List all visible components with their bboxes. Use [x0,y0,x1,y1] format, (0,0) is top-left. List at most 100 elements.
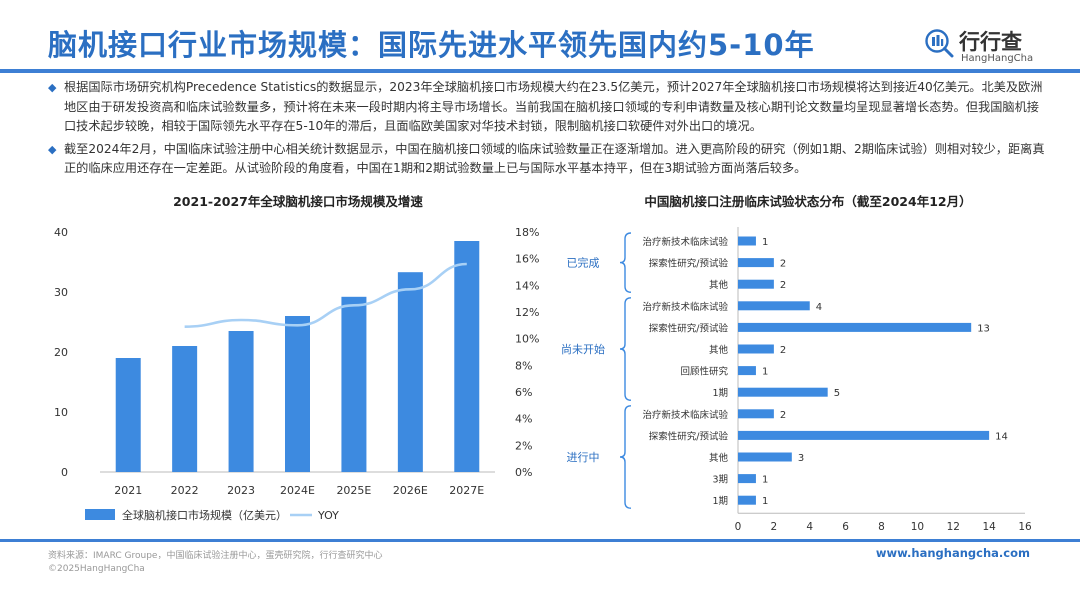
bar [397,272,423,472]
x-tick-label: 14 [982,521,996,533]
x-tick-label: 4 [806,521,813,533]
bullet-paragraph: ◆ 根据国际市场研究机构Precedence Statistics的数据显示，2… [48,78,1048,137]
diamond-bullet-icon: ◆ [48,142,57,156]
category-label: 其他 [709,452,729,464]
data-label: 3 [798,453,804,464]
clinical-trial-chart: 中国脑机接口注册临床试验状态分布（截至2024年12月）0 2 4 6 8 10 12 14 1… [561,194,1032,533]
group-label: 进行中 [567,451,600,464]
data-label: 1 [762,496,768,507]
x-tick-label: 2024E [280,484,315,497]
y-right-tick-label: 4% [515,413,532,426]
y-right-tick-label: 16% [515,253,539,266]
bar [738,322,972,332]
chart-title: 2021-2027年全球脑机接口市场规模及增速 [173,194,423,209]
logo-subtext: HangHangCha [961,53,1034,64]
x-tick-label: 8 [878,521,885,533]
category-label: 治疗新技术临床试验 [642,409,728,421]
x-tick-label: 2021 [114,484,142,497]
bar [738,279,774,289]
bar [454,241,480,472]
y-left-tick-label: 10 [54,406,68,419]
bar [738,301,810,311]
bar [738,387,828,397]
summary-text: ◆ 根据国际市场研究机构Precedence Statistics的数据显示，2… [48,78,1048,182]
category-label: 其他 [709,344,729,356]
legend-bar-label: 全球脑机接口市场规模（亿美元） [122,508,287,522]
category-label: 探索性研究/预试验 [649,430,729,442]
bar [172,346,198,472]
category-label: 治疗新技术临床试验 [642,301,728,313]
data-label: 1 [762,475,768,486]
y-right-tick-label: 18% [515,226,539,239]
x-tick-label: 2025E [336,484,371,497]
market-size-chart: 2021-2027年全球脑机接口市场规模及增速 0 10 20 30 40 0% 2% 4% 6%… [54,194,539,522]
y-right-tick-label: 2% [515,439,532,452]
category-label: 1期 [712,496,728,507]
group-label: 已完成 [567,256,600,270]
category-label: 探索性研究/预试验 [649,322,729,334]
group-bracket [619,297,632,401]
brand-logo: 行行查 HangHangCha [924,26,1044,70]
category-label: 1期 [712,388,728,399]
data-label: 1 [762,237,768,248]
data-label: 2 [780,345,786,356]
y-left-tick-label: 40 [54,226,68,239]
footer-divider [0,539,1080,542]
x-tick-label: 0 [735,521,742,533]
category-label: 其他 [709,279,729,291]
bullet-text: 截至2024年2月，中国临床试验注册中心相关统计数据显示，中国在脑机接口领域的临… [64,141,1045,176]
y-right-tick-label: 6% [515,386,532,399]
bar [285,316,310,472]
data-label: 14 [995,431,1008,442]
bar [341,296,367,472]
logo-text: 行行查 [959,30,1022,54]
bar [738,344,774,354]
legend-bar-swatch [85,509,115,520]
bar [738,409,774,419]
group-label: 尚未开始 [561,342,605,356]
legend-line-label: YOY [317,509,339,522]
bar [115,358,141,472]
group-bracket [619,405,632,509]
x-tick-label: 12 [947,521,960,533]
data-label: 13 [977,323,990,334]
bar [738,495,756,505]
x-tick-label: 10 [911,521,924,533]
bar [738,452,792,462]
data-label: 5 [834,388,840,399]
data-label: 1 [762,367,768,378]
data-label: 2 [780,410,786,421]
bullet-paragraph: ◆ 截至2024年2月，中国临床试验注册中心相关统计数据显示，中国在脑机接口领域… [48,140,1048,179]
yoy-line [184,262,467,328]
x-tick-label: 2022 [171,484,199,497]
chart-title: 中国脑机接口注册临床试验状态分布（截至2024年12月） [644,194,971,209]
x-tick-label: 2 [771,521,778,533]
x-tick-label: 2027E [449,484,484,497]
x-tick-label: 16 [1018,521,1032,533]
y-right-tick-label: 10% [515,333,539,346]
header-divider [0,69,1080,73]
page-title: 脑机接口行业市场规模：国际先进水平领先国内约5-10年 [48,28,815,62]
x-tick-label: 2026E [393,484,428,497]
bullet-text: 根据国际市场研究机构Precedence Statistics的数据显示，202… [64,80,1043,133]
category-label: 回顾性研究 [680,366,728,378]
bar [738,430,990,440]
website-link[interactable]: www.hanghangcha.com [875,546,1030,560]
source-note: 资料来源：IMARC Groupe，中国临床试验注册中心，蛋壳研究院，行行查研究… [48,551,383,561]
y-right-tick-label: 0% [515,466,532,479]
x-tick-label: 2023 [227,484,255,497]
category-label: 治疗新技术临床试验 [642,236,728,248]
bar [738,474,756,484]
y-right-tick-label: 12% [515,306,539,319]
y-right-tick-label: 14% [515,279,539,292]
diamond-bullet-icon: ◆ [48,81,57,94]
bar [738,236,756,246]
y-left-tick-label: 20 [54,346,68,359]
data-label: 4 [816,302,822,313]
bar [738,258,774,268]
copyright: ©2025HangHangCha [48,564,145,574]
magnifier-logo-icon [925,29,954,58]
group-bracket [619,232,632,293]
x-tick-label: 6 [842,521,849,533]
category-label: 3期 [712,475,728,486]
